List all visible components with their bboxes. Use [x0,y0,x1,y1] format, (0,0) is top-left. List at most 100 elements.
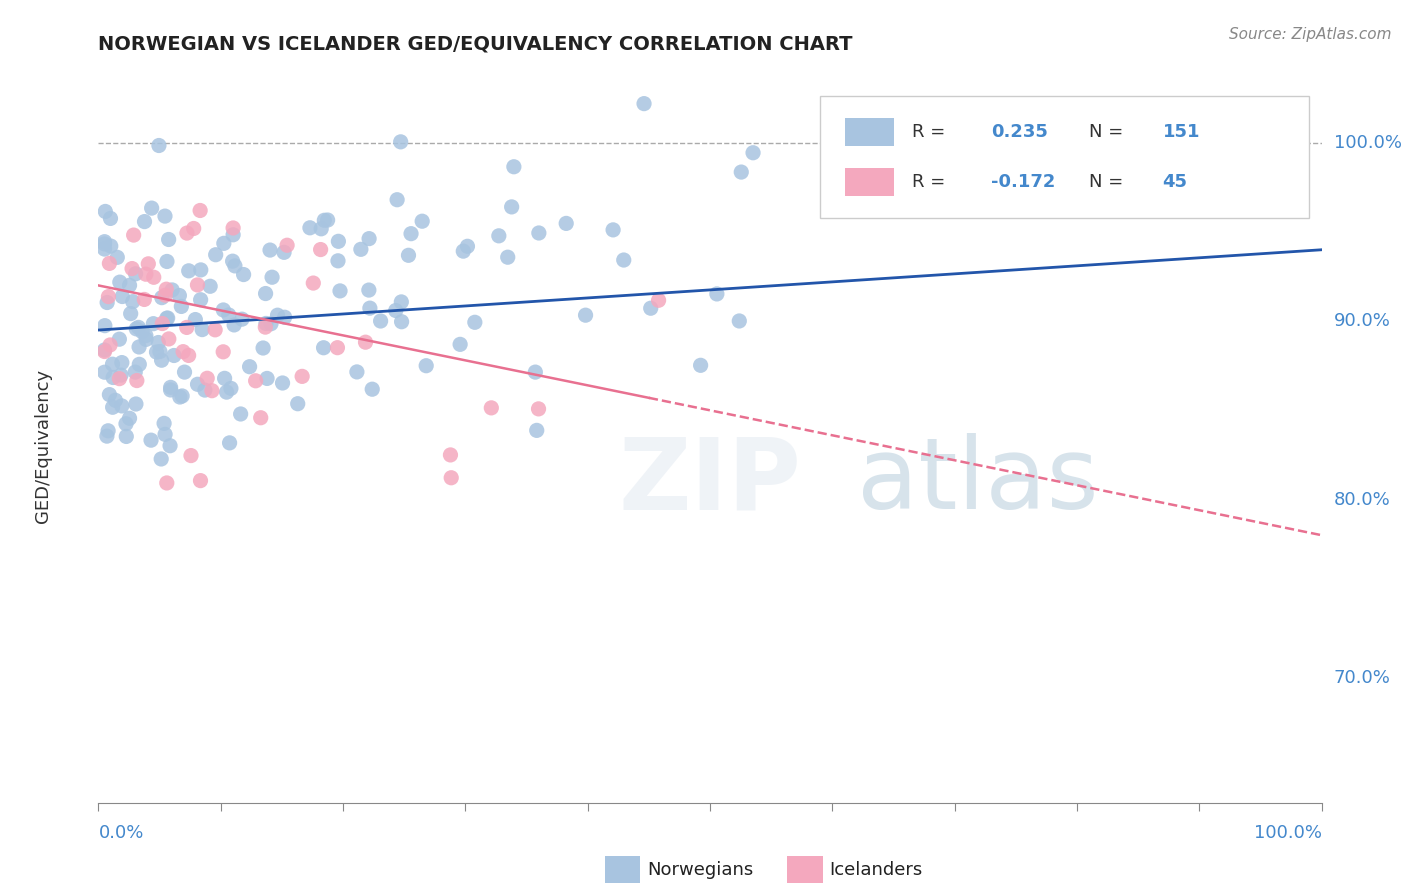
Point [287,397,309,411]
Point [150,353,173,368]
Point [111,289,134,303]
Point [108,275,131,289]
Point [96,429,118,443]
Text: 70.0%: 70.0% [1334,669,1391,687]
Point [633,96,655,111]
Point [125,374,148,388]
Point [415,359,437,373]
Point [357,283,380,297]
Point [730,165,752,179]
Point [118,411,141,425]
Point [361,382,384,396]
FancyBboxPatch shape [845,168,894,196]
Point [156,254,179,268]
Point [148,335,170,350]
Point [389,135,412,149]
Point [98,256,121,270]
Point [524,365,547,379]
Point [195,371,218,385]
Point [184,312,207,326]
Point [298,220,321,235]
Point [128,340,150,354]
Point [135,332,157,346]
Text: 45: 45 [1163,173,1188,191]
Point [640,301,662,316]
Point [176,320,198,334]
Point [350,243,373,257]
Point [180,449,202,463]
Point [229,407,252,421]
Point [224,259,246,273]
Point [93,242,115,256]
Point [98,338,121,352]
Point [124,267,146,281]
Point [125,397,148,411]
Point [260,317,283,331]
Point [157,332,180,346]
Point [101,370,124,384]
FancyBboxPatch shape [845,118,894,146]
Point [94,318,117,333]
Point [314,213,336,227]
Point [118,278,141,293]
Point [104,393,127,408]
Point [224,318,246,332]
Point [127,320,149,334]
Point [172,389,194,403]
Point [204,248,226,262]
Point [148,138,170,153]
Point [191,322,214,336]
Point [134,214,156,228]
Point [221,254,243,268]
Text: 151: 151 [1163,123,1201,141]
Point [153,417,176,431]
Point [309,221,332,235]
Point [316,213,339,227]
Point [135,328,157,343]
Point [488,228,510,243]
Point [150,317,173,331]
Point [883,177,905,191]
Text: R =: R = [912,123,950,141]
Point [276,238,298,252]
Point [173,365,195,379]
Text: atlas: atlas [856,434,1098,530]
Point [204,323,226,337]
Text: 100.0%: 100.0% [1334,134,1402,152]
Point [142,270,165,285]
Point [122,228,145,243]
Point [502,160,524,174]
Point [328,235,350,249]
Point [101,357,124,371]
Point [273,310,295,325]
Point [135,267,157,281]
Point [326,341,349,355]
Point [150,291,173,305]
Point [93,343,115,357]
Text: -0.172: -0.172 [991,173,1056,191]
Point [187,377,209,392]
Text: Icelanders: Icelanders [830,861,922,879]
Point [194,383,217,397]
Point [93,236,115,251]
Point [742,145,765,160]
Point [177,348,200,362]
Point [689,359,711,373]
Point [156,311,179,326]
Point [172,344,194,359]
Point [94,204,117,219]
Point [145,345,167,359]
Text: Source: ZipAtlas.com: Source: ZipAtlas.com [1229,27,1392,42]
Point [249,410,271,425]
Point [266,308,288,322]
Point [399,227,422,241]
Point [245,374,267,388]
Point [139,433,162,447]
Point [93,344,115,359]
Point [411,214,433,228]
Text: N =: N = [1090,173,1129,191]
Point [157,232,180,246]
Point [602,223,624,237]
Point [124,365,146,379]
Point [115,429,138,443]
